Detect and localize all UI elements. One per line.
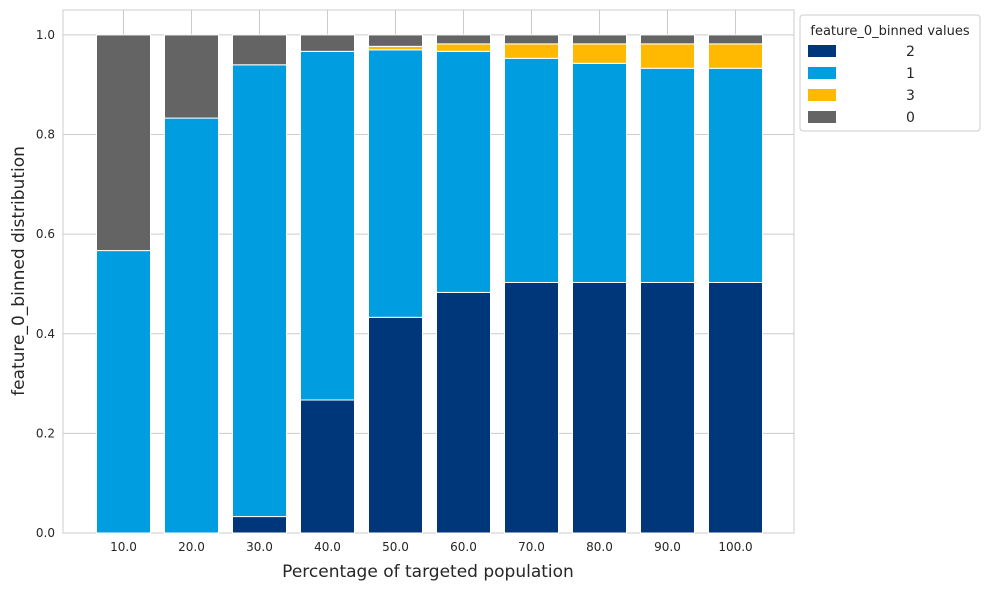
bar-segment-2 [436,291,491,534]
legend-label: 2 [906,44,915,60]
legend-label: 3 [906,88,915,104]
bar-segment-2 [504,281,559,534]
x-tick-label: 20.0 [178,540,205,554]
y-tick-label: 0.2 [36,426,55,440]
bar-segment-1 [232,64,287,518]
legend-title: feature_0_binned values [810,24,969,39]
x-tick-label: 10.0 [110,540,137,554]
y-tick-label: 0.6 [36,227,55,241]
y-tick-label: 0.4 [36,327,55,341]
legend-label: 0 [906,110,915,126]
x-tick-label: 70.0 [518,540,545,554]
bar-segment-0 [640,34,695,45]
bar-segment-3 [708,43,763,69]
bar-segment-2 [368,316,423,534]
legend-swatch [808,89,836,101]
bar-segment-1 [368,49,423,318]
legend: feature_0_binned values 2 1 3 0 [799,14,981,132]
bar-segment-1 [436,50,491,293]
bar-segment-1 [708,67,763,283]
bar-segment-1 [640,67,695,283]
legend-box [799,14,981,132]
y-tick-label: 0.0 [36,526,55,540]
x-tick-label: 50.0 [382,540,409,554]
bar-segment-2 [300,399,355,534]
bar-segment-1 [300,50,355,401]
bar-segment-3 [436,43,491,52]
bar-segment-3 [504,43,559,59]
x-axis-title: Percentage of targeted population [282,562,574,582]
x-tick-label: 30.0 [246,540,273,554]
bar-segment-0 [572,34,627,45]
bar-segment-0 [708,34,763,45]
bar-segment-2 [232,516,287,534]
legend-swatch [808,45,836,57]
tick-labels: 0.0 0.2 0.4 0.6 0.8 1.0 10.0 20.0 30.0 40.0 50.0 60… [36,28,753,554]
y-axis-title: feature_0_binned distribution [9,146,29,396]
bar-segment-1 [96,250,151,534]
bar-segment-2 [640,281,695,534]
bar-segment-3 [368,45,423,51]
x-tick-label: 80.0 [586,540,613,554]
y-tick-label: 1.0 [36,28,55,42]
bar-segment-0 [300,34,355,52]
x-tick-label: 40.0 [314,540,341,554]
bar-segment-0 [368,34,423,47]
x-tick-label: 100.0 [718,540,752,554]
bar-segment-3 [640,43,695,69]
bar-segment-2 [708,281,763,534]
legend-label: 1 [906,66,915,82]
bar-segment-0 [232,34,287,66]
bar-segment-1 [164,117,219,534]
bar-segment-0 [164,34,219,119]
legend-swatch [808,67,836,79]
bar-segment-0 [436,34,491,45]
bar-segment-2 [572,281,627,534]
bar-segment-0 [96,34,151,252]
bar-segment-1 [504,57,559,283]
bar-segment-3 [572,43,627,64]
x-tick-label: 60.0 [450,540,477,554]
y-tick-label: 0.8 [36,128,55,142]
bar-segment-1 [572,62,627,283]
bars [96,34,763,534]
x-tick-label: 90.0 [654,540,681,554]
bar-segment-0 [504,34,559,45]
legend-swatch [808,111,836,123]
